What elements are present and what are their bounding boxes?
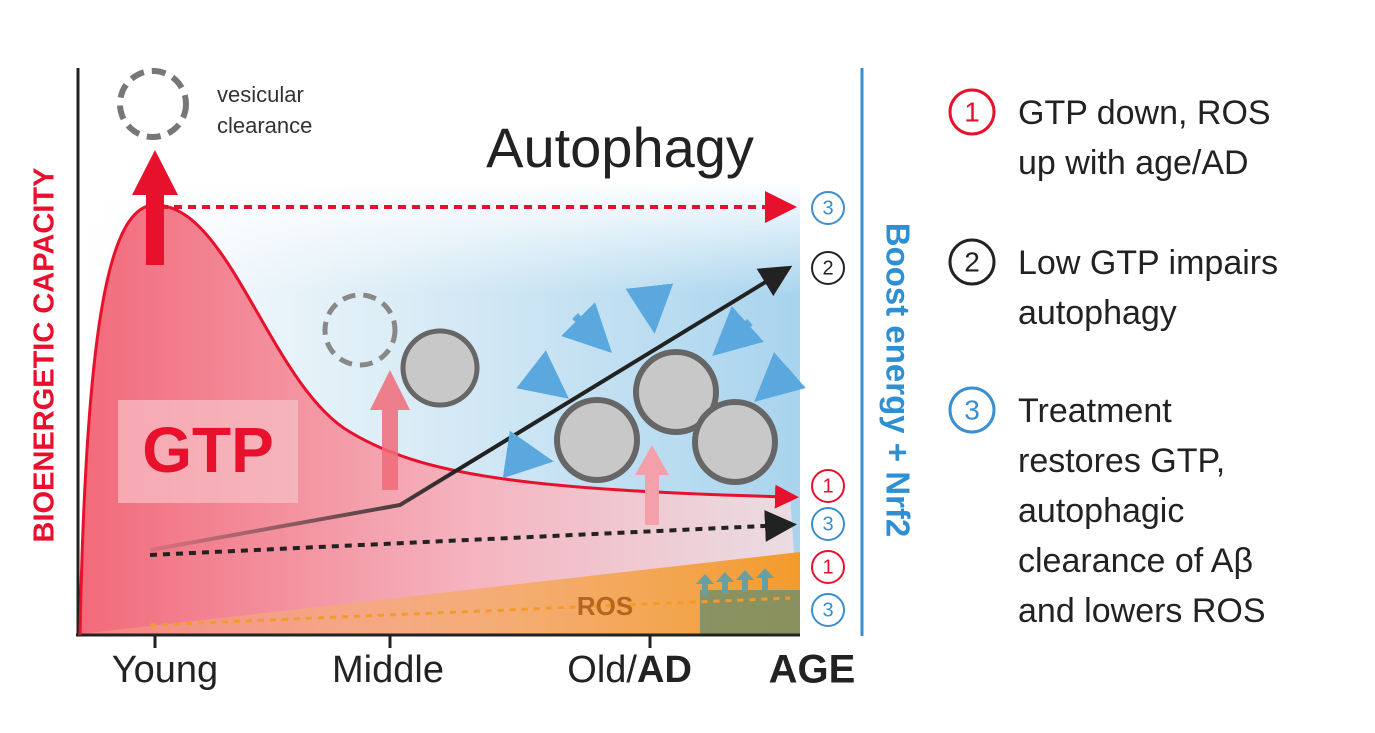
marker-circle <box>811 469 845 503</box>
legend-circle <box>948 88 996 136</box>
marker: 3 <box>822 513 833 535</box>
ros-area <box>80 552 800 635</box>
gtp-box <box>118 400 298 503</box>
marker-circle <box>811 593 845 627</box>
gtp-area <box>80 205 800 635</box>
vesicle <box>692 399 778 485</box>
ros-label: ROS <box>577 591 633 621</box>
legend-circle <box>948 386 996 434</box>
treated-ros <box>700 590 800 635</box>
marker: 1 <box>822 475 833 497</box>
title: Autophagy <box>486 116 754 179</box>
marker-circle <box>811 191 845 225</box>
cleared-vesicle <box>117 68 189 140</box>
legend-text: Low GTP impairs <box>1018 244 1278 282</box>
marker: 1 <box>822 556 833 578</box>
x-axis-label: AGE <box>769 648 856 692</box>
marker: 2 <box>822 257 833 279</box>
gtp-up-arrow <box>132 150 178 265</box>
legend-text: up with age/AD <box>1018 144 1249 182</box>
ros-up-arrows <box>696 568 774 596</box>
marker: 3 <box>822 197 833 219</box>
right-axis-label: Boost energy + Nrf2 <box>879 223 916 538</box>
legend-text: restores GTP, <box>1018 442 1225 480</box>
x-label: Old/ <box>567 649 637 691</box>
legend-text: clearance of Aβ <box>1018 542 1253 580</box>
legend-number: 3 <box>964 394 980 425</box>
legend-text: Treatment <box>1018 392 1172 430</box>
vesicle <box>554 397 640 483</box>
marker-circle <box>811 507 845 541</box>
vesicle-label: clearance <box>217 113 312 138</box>
autophagy-impair-arrow <box>149 265 793 552</box>
lowered-ros <box>149 596 791 627</box>
legend-text: and lowers ROS <box>1018 592 1266 630</box>
legend-circle <box>948 238 996 286</box>
legend-text: autophagic <box>1018 492 1184 530</box>
x-label: Middle <box>332 649 444 691</box>
marker-circle <box>811 251 845 285</box>
gtp-up-arrow <box>635 445 669 525</box>
x-label: AD <box>637 649 692 691</box>
cleared-vesicle <box>322 292 398 368</box>
restored-autophagy <box>149 509 797 557</box>
gtp-label: GTP <box>142 414 274 486</box>
gtp-curve <box>78 203 799 636</box>
vesicle <box>633 349 719 435</box>
marker: 3 <box>822 599 833 621</box>
legend-number: 2 <box>964 246 980 277</box>
legend-number: 1 <box>964 96 980 127</box>
vesicle <box>400 328 480 408</box>
vesicle-label: vesicular <box>217 82 304 107</box>
pressure-arrows <box>502 283 806 479</box>
y-axis-label: BIOENERGETIC CAPACITY <box>29 168 61 543</box>
x-label: Young <box>112 649 218 691</box>
legend-text: autophagy <box>1018 294 1177 332</box>
gtp-up-arrow <box>370 370 410 490</box>
legend-text: GTP down, ROS <box>1018 94 1271 132</box>
marker-circle <box>811 550 845 584</box>
